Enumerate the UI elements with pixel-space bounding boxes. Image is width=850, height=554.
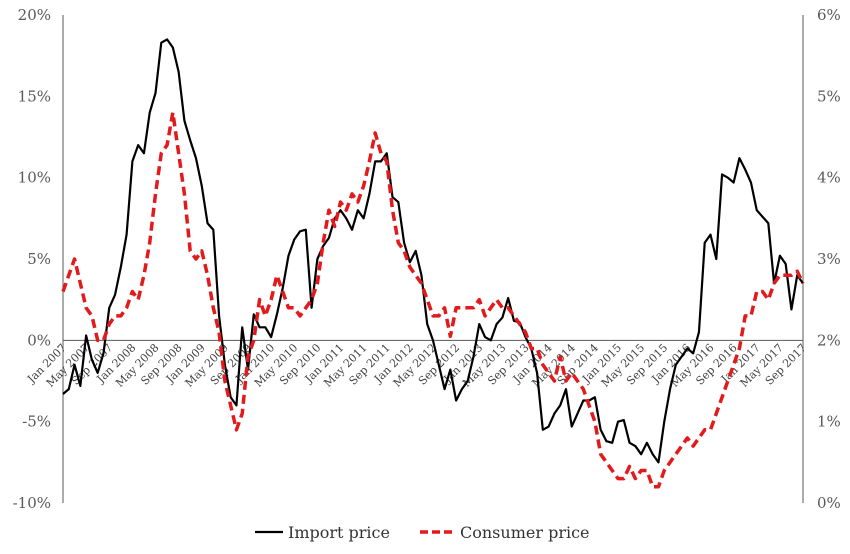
right-tick-label: 1% [817,413,841,431]
left-tick-label: 5% [27,250,51,268]
right-tick-label: 2% [817,331,841,349]
left-tick-label: 20% [18,6,51,24]
right-tick-label: 5% [817,87,841,105]
legend-label: Import price [288,523,390,542]
left-tick-label: 10% [18,169,51,187]
legend-label: Consumer price [460,523,590,542]
right-tick-label: 4% [817,169,841,187]
consumer-price-line [61,110,805,489]
left-tick-label: -10% [13,494,51,512]
import-price-line [62,38,804,464]
right-tick-label: 3% [817,250,841,268]
left-tick-label: 15% [18,87,51,105]
series-layer [61,38,805,489]
right-tick-label: 0% [817,494,841,512]
right-tick-label: 6% [817,6,841,24]
left-tick-label: 0% [27,331,51,349]
left-tick-label: -5% [22,413,51,431]
legend: Import price Consumer price [255,523,590,542]
